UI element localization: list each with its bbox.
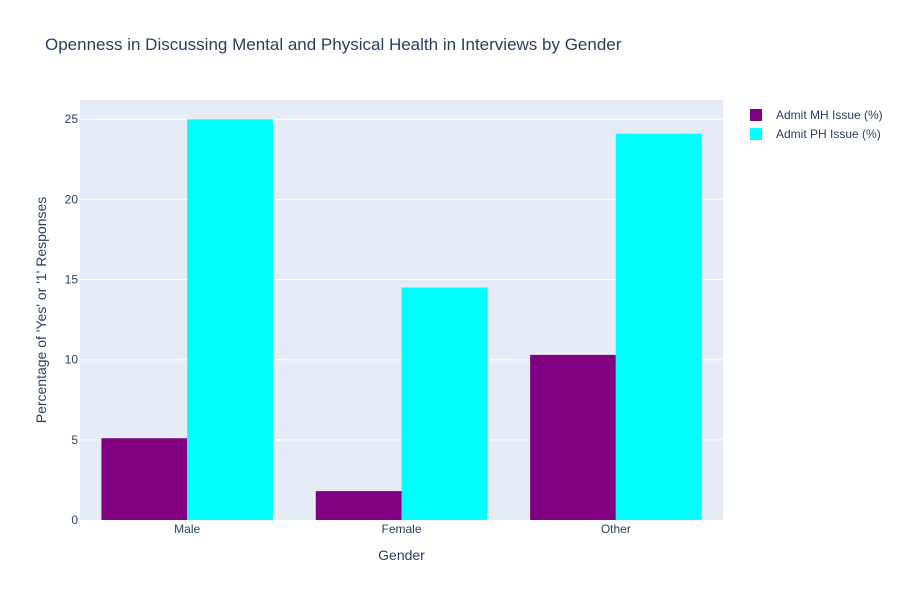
y-tick-label: 0: [71, 513, 78, 527]
y-tick-label: 25: [65, 112, 79, 126]
bar-ph-female[interactable]: [401, 287, 488, 520]
y-tick-label: 15: [65, 273, 79, 287]
bars: [101, 119, 702, 521]
x-tick-label: Other: [601, 522, 631, 536]
legend-label[interactable]: Admit PH Issue (%): [776, 127, 881, 141]
y-axis-label: Percentage of 'Yes' or '1' Responses: [33, 197, 49, 424]
y-tick-label: 10: [65, 353, 79, 367]
x-axis-label: Gender: [378, 547, 425, 563]
y-tick-label: 20: [65, 192, 79, 206]
x-axis-ticks: Male Female Other: [174, 522, 631, 536]
legend-swatch[interactable]: [750, 109, 762, 121]
legend: Admit MH Issue (%) Admit PH Issue (%): [750, 108, 883, 141]
bar-ph-other[interactable]: [615, 133, 702, 520]
chart-title: Openness in Discussing Mental and Physic…: [45, 35, 622, 54]
bar-mh-female[interactable]: [315, 491, 402, 520]
bar-mh-male[interactable]: [101, 438, 188, 520]
bar-ph-male[interactable]: [187, 119, 273, 521]
y-tick-label: 5: [71, 433, 78, 447]
x-tick-label: Female: [381, 522, 421, 536]
legend-swatch[interactable]: [750, 128, 762, 140]
x-tick-label: Male: [174, 522, 200, 536]
y-axis-ticks: 0 5 10 15 20 25: [65, 112, 79, 527]
bar-mh-other[interactable]: [530, 354, 616, 520]
legend-label[interactable]: Admit MH Issue (%): [776, 108, 883, 122]
